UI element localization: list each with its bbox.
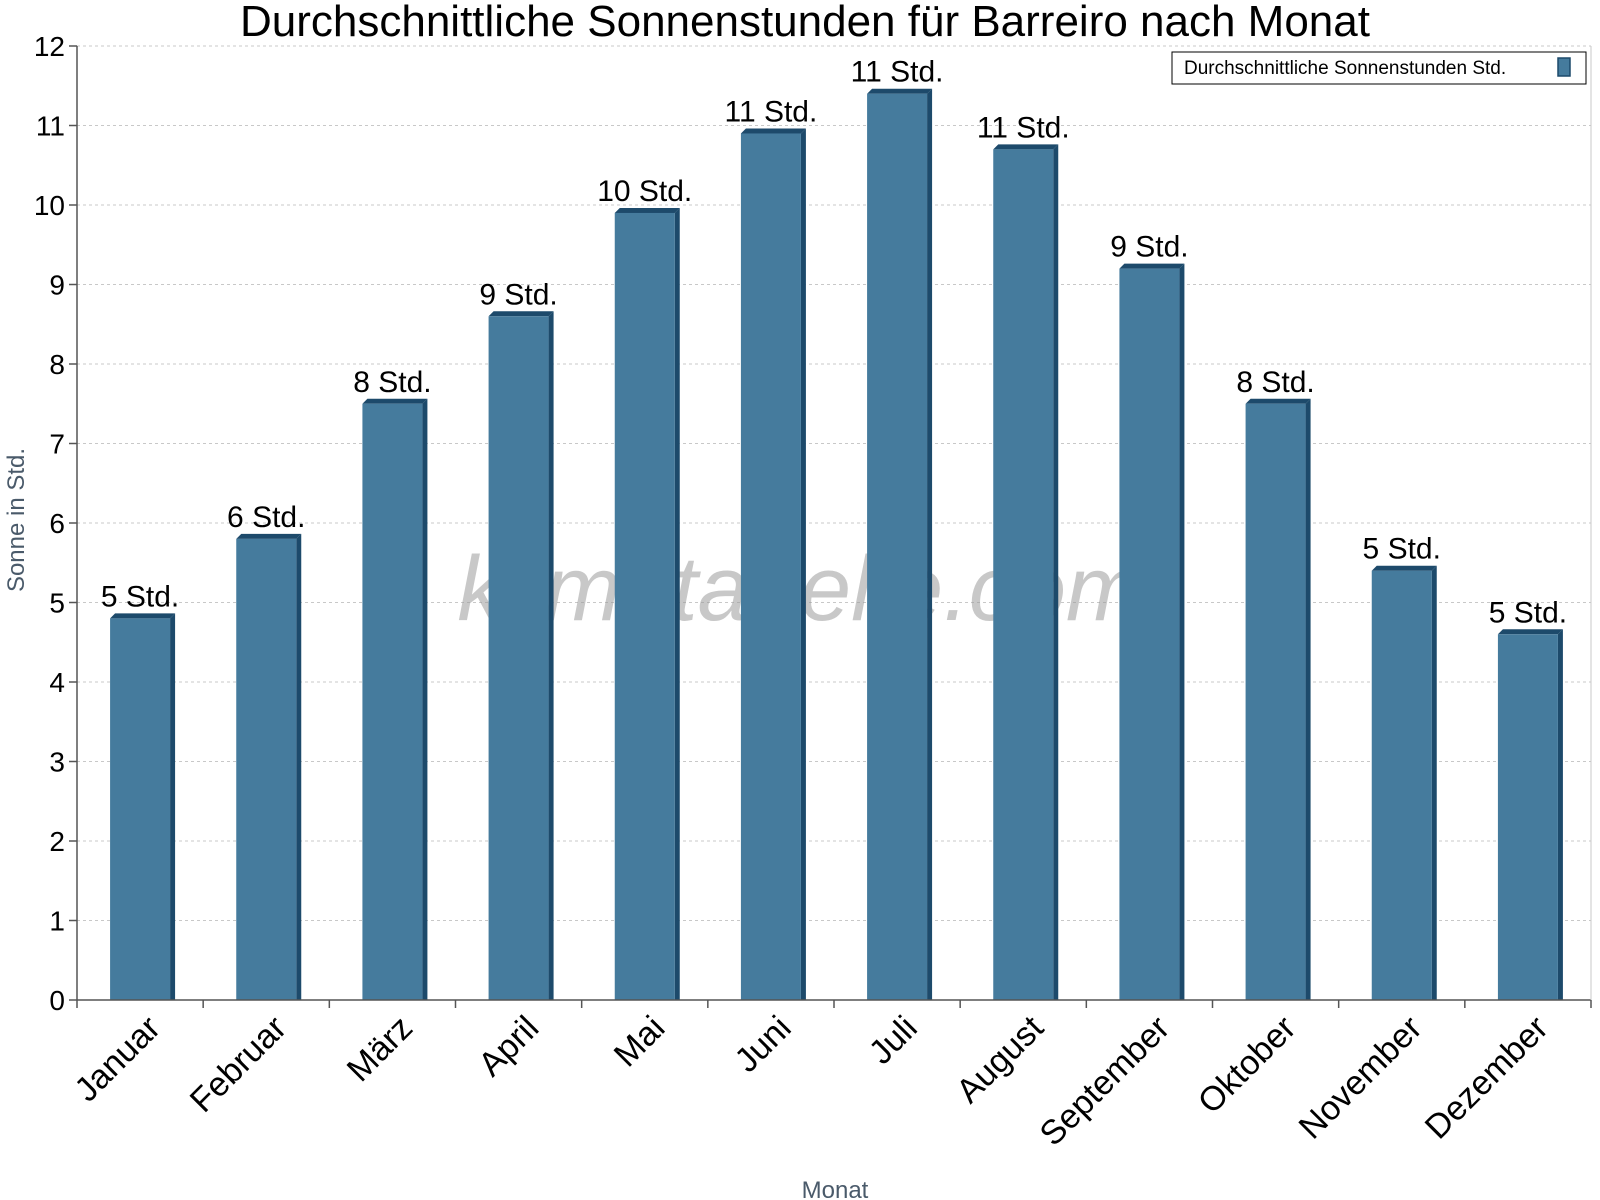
bar-side (1557, 629, 1563, 1000)
x-tick-label: März (340, 1009, 420, 1089)
bar-dezember (1497, 629, 1563, 1000)
y-tick-label: 7 (49, 429, 65, 460)
y-tick-label: 5 (49, 588, 65, 619)
data-label: 8 Std. (353, 366, 431, 399)
x-tick-label: April (471, 1009, 546, 1084)
bar-januar (110, 613, 176, 1000)
y-tick-label: 6 (49, 508, 65, 539)
bar-mai (614, 207, 680, 1000)
bar-front (1371, 570, 1432, 1000)
bar-side (1053, 144, 1059, 1001)
bar-front (614, 212, 675, 1000)
bar-top (614, 207, 680, 213)
x-tick-label: Juli (862, 1009, 925, 1072)
bar-august (993, 144, 1059, 1001)
bar-side (548, 311, 554, 1000)
bar-märz (362, 398, 428, 1000)
bar-februar (236, 533, 302, 1000)
data-label: 9 Std. (479, 278, 557, 311)
bar-top (1497, 629, 1563, 635)
y-tick-label: 1 (49, 906, 65, 937)
bar-top (867, 88, 933, 94)
bar-front (740, 133, 801, 1000)
legend: Durchschnittliche Sonnenstunden Std. (1171, 51, 1587, 85)
bar-side (296, 533, 302, 1000)
bar-front (993, 149, 1054, 1001)
bar-top (362, 398, 428, 404)
bar-front (1119, 268, 1180, 1001)
x-tick-label: Oktober (1191, 1009, 1303, 1121)
data-label: 9 Std. (1110, 231, 1188, 264)
y-tick-label: 12 (34, 31, 65, 62)
y-tick-label: 3 (49, 747, 65, 778)
y-tick-label: 0 (49, 985, 65, 1016)
bar-side (800, 128, 806, 1000)
bar-top (993, 144, 1059, 150)
x-tick-label: Februar (183, 1009, 294, 1120)
x-axis-title: Monat (802, 1177, 869, 1200)
y-tick-label: 8 (49, 349, 65, 380)
bar-top (236, 533, 302, 539)
y-tick-label: 9 (49, 270, 65, 301)
x-tick-label: August (949, 1008, 1051, 1110)
chart-title: Durchschnittliche Sonnenstunden für Barr… (240, 0, 1370, 46)
grid-lines (77, 45, 1591, 921)
bar-side (170, 613, 176, 1000)
bar-september (1119, 263, 1185, 1001)
x-tick-label: November (1292, 1009, 1430, 1147)
bar-oktober (1245, 398, 1311, 1000)
legend-box (1171, 51, 1587, 85)
y-axis-title: Sonne in Std. (3, 448, 30, 592)
bar-top (1119, 263, 1185, 269)
axes (69, 45, 1592, 1008)
bar-top (1371, 565, 1437, 571)
bar-side (1305, 398, 1311, 1000)
legend-label: Durchschnittliche Sonnenstunden Std. (1184, 58, 1506, 79)
x-tick-label: Dezember (1418, 1009, 1556, 1147)
bar-top (740, 128, 806, 134)
bar-top (110, 613, 176, 619)
bar-side (1431, 565, 1437, 1000)
data-label: 11 Std. (851, 56, 944, 89)
data-label: 11 Std. (724, 95, 817, 128)
y-tick-label: 2 (49, 826, 65, 857)
y-tick-label: 10 (34, 190, 65, 221)
y-tick-label: 4 (49, 667, 65, 698)
x-tick-label: September (1033, 1009, 1177, 1153)
bar-november (1371, 565, 1437, 1000)
bar-front (488, 316, 549, 1000)
bar-top (488, 311, 554, 317)
bar-front (867, 93, 928, 1000)
bar-front (110, 618, 171, 1000)
x-tick-label: Juni (728, 1009, 799, 1080)
bar-front (1245, 403, 1306, 1000)
bar-juni (740, 128, 806, 1000)
legend-swatch (1557, 57, 1571, 77)
bar-front (1497, 634, 1558, 1000)
data-label: 5 Std. (1489, 596, 1567, 629)
bar-side (1179, 263, 1185, 1001)
bar-side (674, 207, 680, 1000)
bar-front (236, 538, 297, 1000)
bar-juli (867, 88, 933, 1000)
bars (110, 88, 1563, 1001)
data-label: 11 Std. (977, 111, 1070, 144)
data-label: 10 Std. (597, 175, 692, 208)
x-tick-label: Mai (607, 1009, 673, 1075)
data-label: 8 Std. (1236, 366, 1314, 399)
bar-side (422, 398, 428, 1000)
bar-front (362, 403, 423, 1000)
bar-top (1245, 398, 1311, 404)
data-label: 5 Std. (1363, 533, 1441, 566)
bar-april (488, 311, 554, 1000)
y-tick-label: 11 (36, 111, 65, 142)
x-tick-label: Januar (67, 1009, 167, 1109)
data-label: 6 Std. (227, 501, 305, 534)
data-label: 5 Std. (101, 580, 179, 613)
bar-side (927, 88, 933, 1000)
